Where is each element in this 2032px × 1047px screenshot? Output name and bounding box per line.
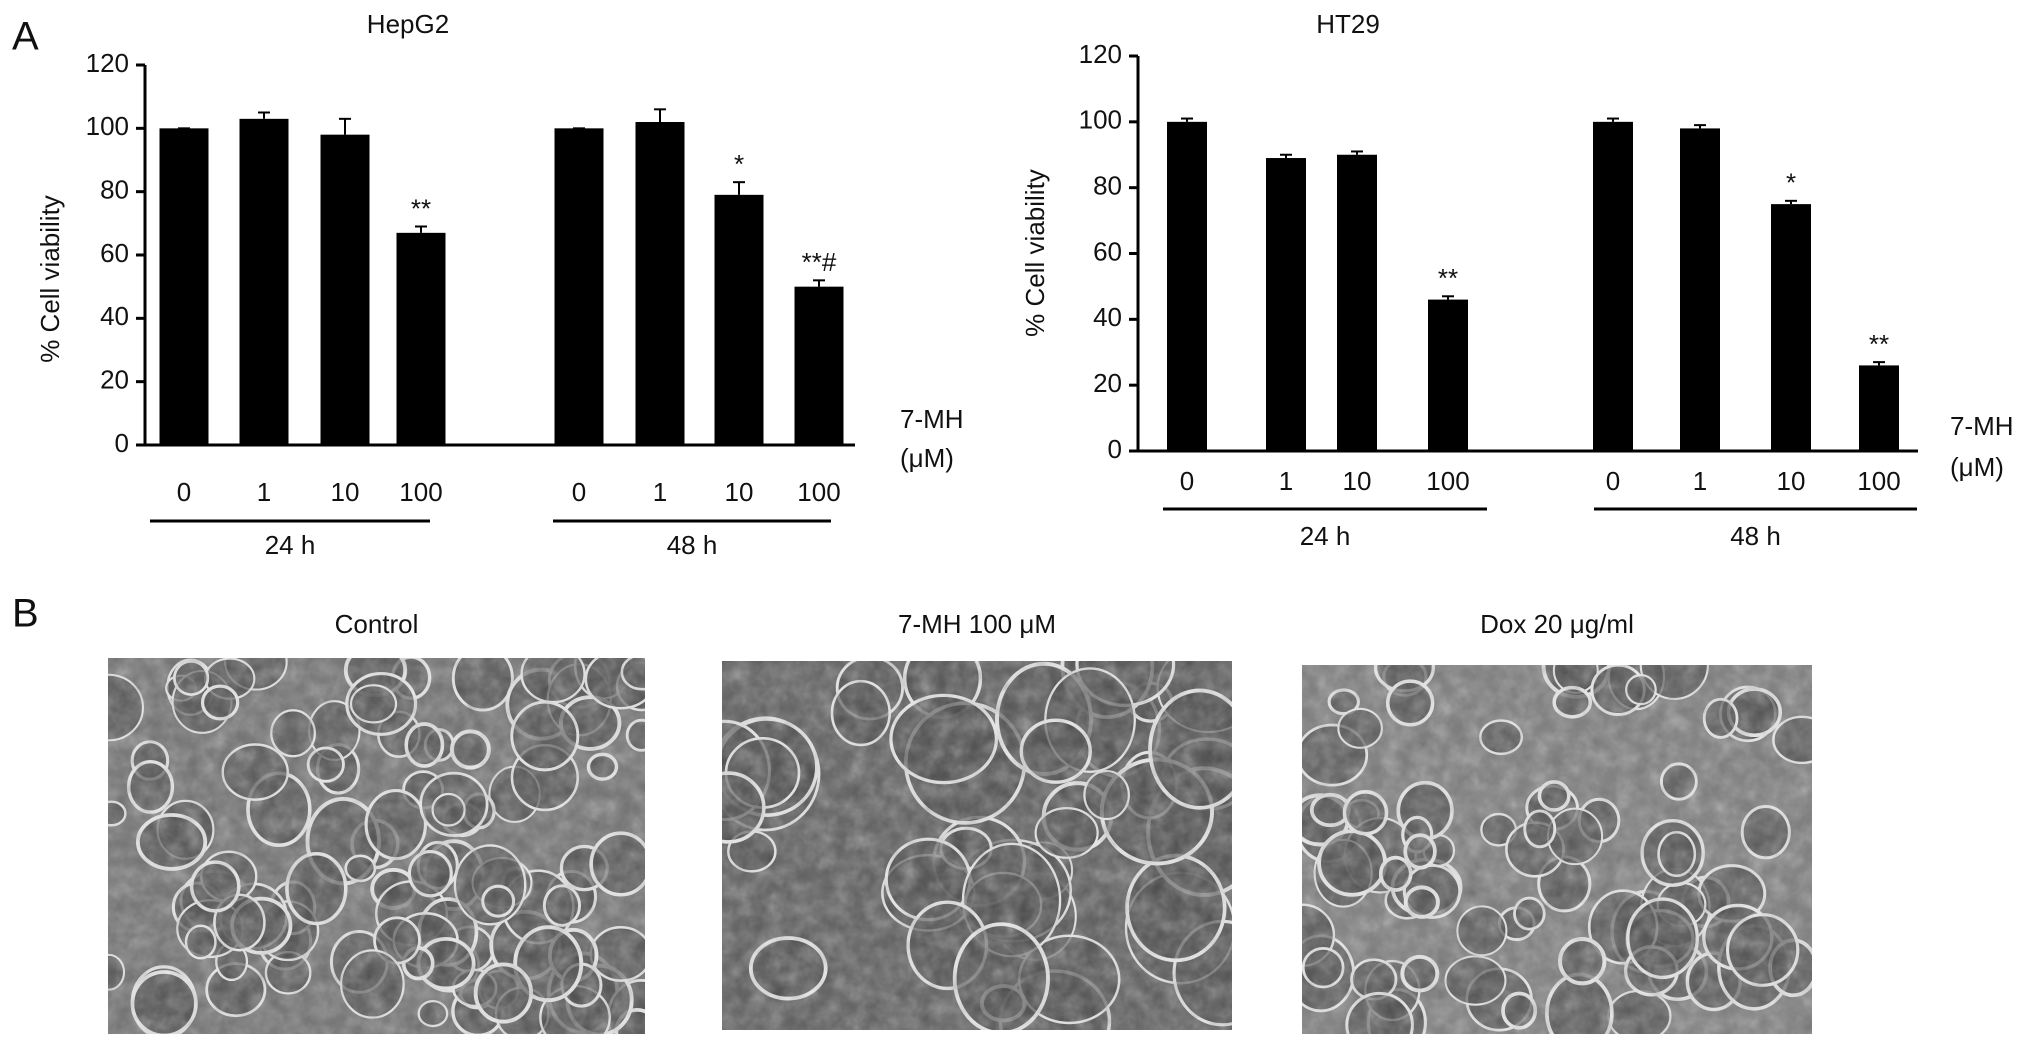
significance-marker: **# [802, 247, 837, 277]
y-tick-label: 80 [1093, 171, 1122, 201]
y-tick-label: 60 [100, 238, 129, 268]
panel-label: A [12, 15, 39, 59]
significance-marker: * [1786, 168, 1796, 198]
error-bar [654, 108, 666, 122]
bar [1859, 365, 1899, 451]
y-tick-label: 0 [1108, 434, 1122, 464]
y-tick-label: 120 [1079, 39, 1122, 69]
error-bar [813, 279, 825, 287]
bar [1337, 154, 1377, 451]
micrograph [722, 661, 1232, 1030]
x-tick-label: 0 [1606, 466, 1620, 496]
bar [1167, 121, 1207, 451]
x-axis-label: 7-MH [1950, 411, 2014, 441]
x-tick-label: 0 [572, 477, 586, 507]
x-tick-label: 0 [177, 477, 191, 507]
group-label: 48 h [667, 530, 718, 560]
bar [1428, 299, 1468, 451]
error-bar [1607, 117, 1619, 122]
significance-marker: ** [1869, 329, 1889, 359]
x-axis-label: (μM) [1950, 452, 2004, 482]
error-bar [1181, 117, 1193, 122]
x-tick-label: 100 [1426, 466, 1469, 496]
x-tick-label: 1 [1279, 466, 1293, 496]
group-label: 24 h [265, 530, 316, 560]
error-bar [1694, 124, 1706, 129]
bar [159, 128, 209, 446]
bar [320, 134, 370, 445]
y-tick-label: 80 [100, 175, 129, 205]
y-tick-label: 20 [1093, 368, 1122, 398]
group-label: 48 h [1730, 521, 1781, 551]
x-axis-label: 7-MH [900, 404, 964, 434]
y-tick-label: 0 [115, 428, 129, 458]
x-axis-label: (μM) [900, 443, 954, 473]
group-label: 24 h [1300, 521, 1351, 551]
chart-title: HepG2 [367, 9, 449, 39]
bar [1266, 158, 1306, 451]
y-tick-label: 100 [1079, 105, 1122, 135]
bar [794, 286, 844, 445]
significance-marker: ** [1438, 263, 1458, 293]
x-tick-label: 0 [1180, 466, 1194, 496]
significance-marker: ** [411, 193, 431, 223]
image-caption: Dox 20 μg/ml [1480, 609, 1634, 639]
error-bar [733, 181, 745, 195]
x-tick-label: 100 [1857, 466, 1900, 496]
x-tick-label: 1 [1693, 466, 1707, 496]
bar [1771, 204, 1811, 451]
error-bar [1873, 361, 1885, 366]
error-bar [415, 225, 427, 233]
bar [1593, 121, 1633, 451]
y-tick-label: 120 [86, 48, 129, 78]
y-tick-label: 60 [1093, 236, 1122, 266]
y-tick-label: 40 [100, 301, 129, 331]
y-axis-label: % Cell viability [35, 195, 65, 363]
error-bar [1785, 199, 1797, 205]
bar [554, 128, 604, 446]
y-tick-label: 20 [100, 365, 129, 395]
x-tick-label: 10 [331, 477, 360, 507]
y-axis-label: % Cell viability [1020, 169, 1050, 337]
x-tick-label: 10 [1343, 466, 1372, 496]
error-bar [1442, 295, 1454, 300]
micrograph [108, 658, 645, 1034]
x-tick-label: 10 [725, 477, 754, 507]
bar [635, 122, 685, 445]
micrograph [1302, 665, 1812, 1034]
x-tick-label: 100 [399, 477, 442, 507]
panel-label: B [12, 592, 39, 636]
bar [714, 194, 764, 445]
bar [1680, 128, 1720, 451]
x-tick-label: 1 [257, 477, 271, 507]
bar [396, 232, 446, 445]
image-caption: Control [335, 609, 419, 639]
x-tick-label: 1 [653, 477, 667, 507]
y-tick-label: 100 [86, 111, 129, 141]
chart-title: HT29 [1316, 9, 1380, 39]
error-bar [1280, 153, 1292, 159]
error-bar [339, 117, 351, 135]
y-tick-label: 40 [1093, 302, 1122, 332]
significance-marker: * [734, 149, 744, 179]
bar [239, 118, 289, 445]
x-tick-label: 100 [797, 477, 840, 507]
error-bar [258, 111, 270, 119]
x-tick-label: 10 [1777, 466, 1806, 496]
error-bar [1351, 150, 1363, 155]
image-caption: 7-MH 100 μM [898, 609, 1056, 639]
